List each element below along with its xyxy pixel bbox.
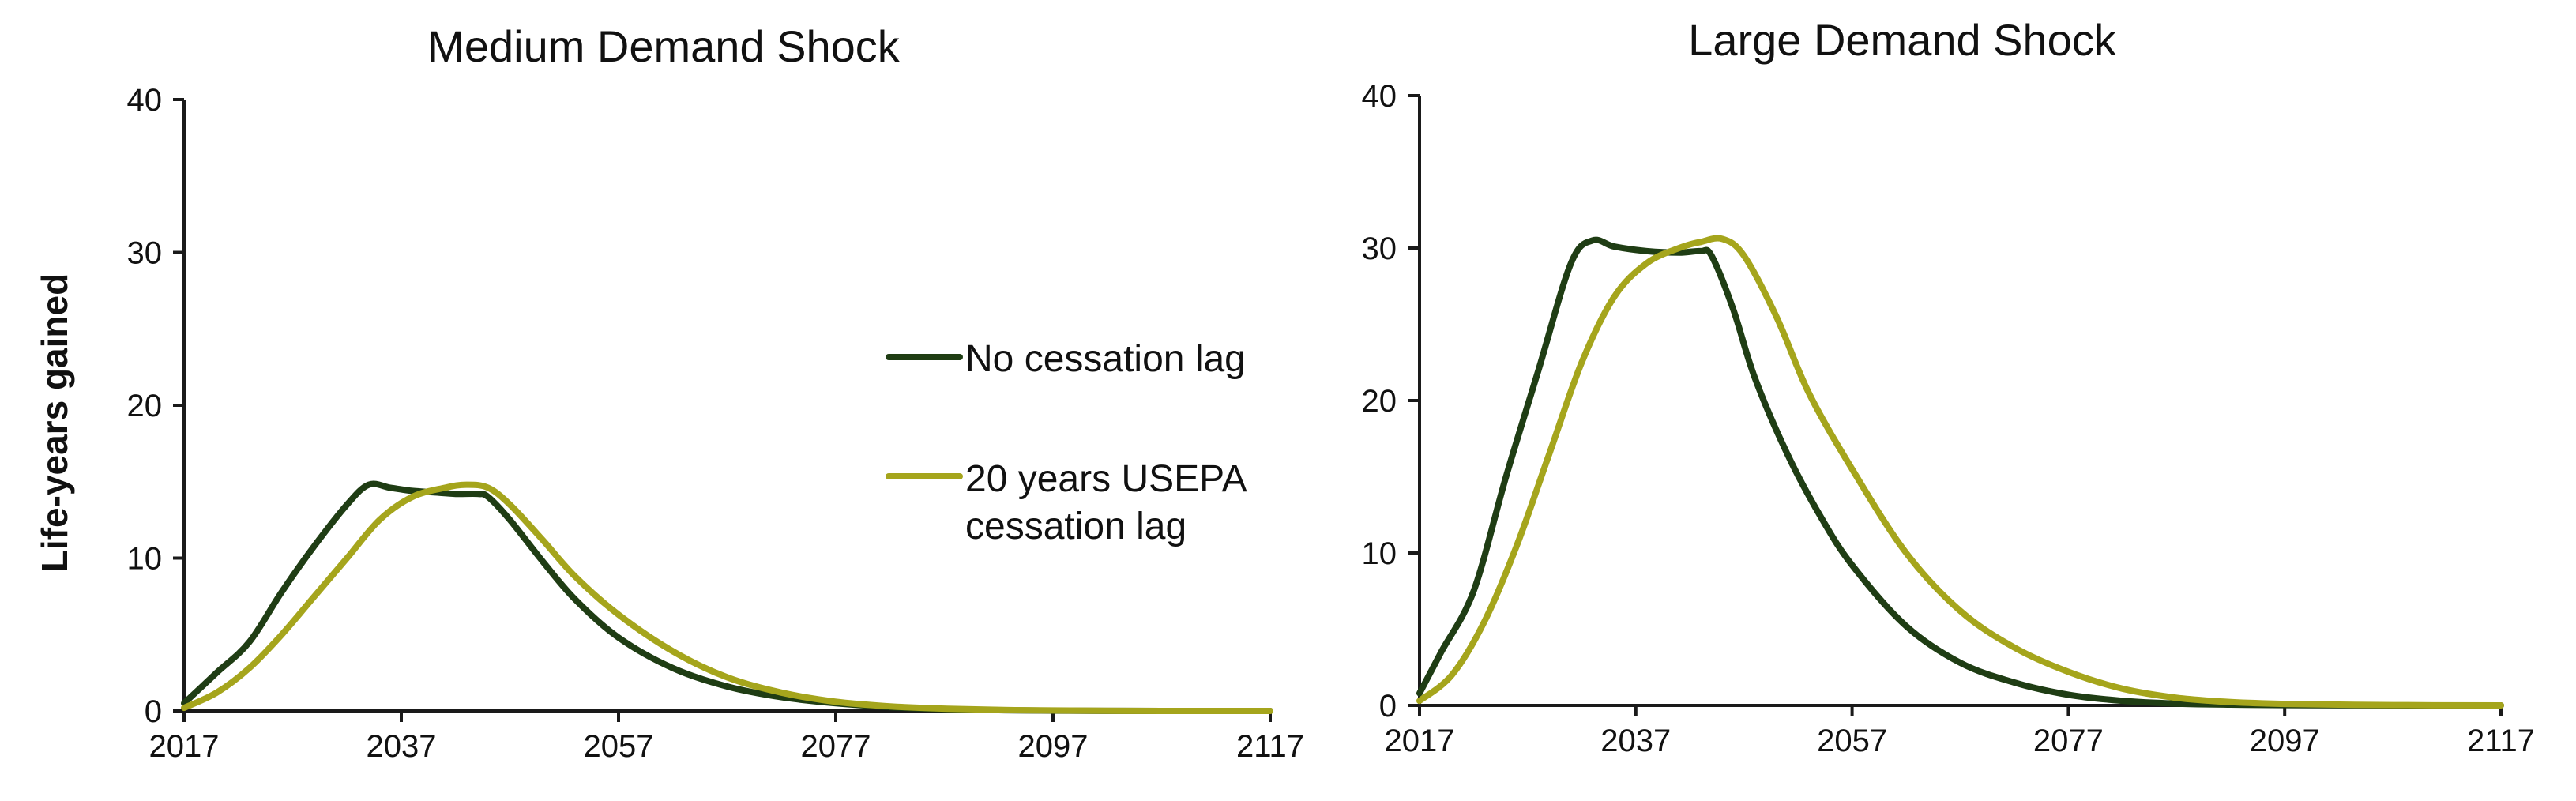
series-line-20-years-usepa-cessation-lag [181, 481, 1273, 715]
y-tick-label: 30 [1362, 231, 1397, 266]
series-line-20-years-usepa-cessation-lag [1416, 235, 2504, 709]
x-tick-label: 2077 [2033, 724, 2104, 758]
legend-label-no-cessation-lag: No cessation lag [965, 338, 1246, 380]
x-tick-label: 2017 [149, 729, 220, 764]
legend: No cessation lag 20 years USEPA cessatio… [886, 338, 1255, 547]
y-axis-label: Life-years gained [34, 273, 75, 572]
x-tick-label: 2077 [801, 729, 871, 764]
axes: 0 10 20 30 40 2017 2037 2057 2077 2097 2117 [1362, 79, 2536, 758]
legend-label-usepa-lag: 20 years USEPA cessation lag [965, 458, 1255, 547]
y-tick-label: 30 [127, 236, 163, 271]
series-lines [1416, 235, 2504, 709]
x-tick-label: 2057 [584, 729, 654, 764]
chart-large-demand-shock: Large Demand Shock 0 10 20 30 40 2017 2037 2057… [1362, 15, 2536, 758]
x-tick-label: 2037 [1600, 724, 1671, 758]
chart-title: Large Demand Shock [1688, 15, 2117, 65]
y-tick-label: 40 [127, 83, 163, 118]
x-tick-label: 2117 [1236, 729, 1304, 764]
x-tick-label: 2037 [367, 729, 437, 764]
x-tick-label: 2017 [1385, 724, 1455, 758]
series-lines [181, 480, 1273, 715]
axes: 0 10 20 30 40 2017 2037 2057 2077 2097 2117 [127, 83, 1305, 764]
y-tick-label: 0 [145, 694, 162, 729]
y-tick-label: 10 [1362, 536, 1397, 571]
y-tick-label: 40 [1362, 79, 1397, 114]
chart-title: Medium Demand Shock [427, 21, 901, 71]
y-tick-label: 0 [1379, 689, 1397, 724]
x-tick-label: 2097 [2250, 724, 2320, 758]
x-tick-label: 2097 [1018, 729, 1089, 764]
y-tick-label: 10 [127, 542, 163, 577]
y-tick-label: 20 [1362, 384, 1397, 419]
y-tick-label: 20 [127, 389, 163, 423]
x-tick-label: 2057 [1817, 724, 1887, 758]
x-tick-label: 2117 [2467, 724, 2535, 758]
chart-medium-demand-shock: Medium Demand Shock Life-years gained 0 1… [34, 21, 1304, 764]
series-line-no-cessation-lag [1416, 236, 2504, 709]
